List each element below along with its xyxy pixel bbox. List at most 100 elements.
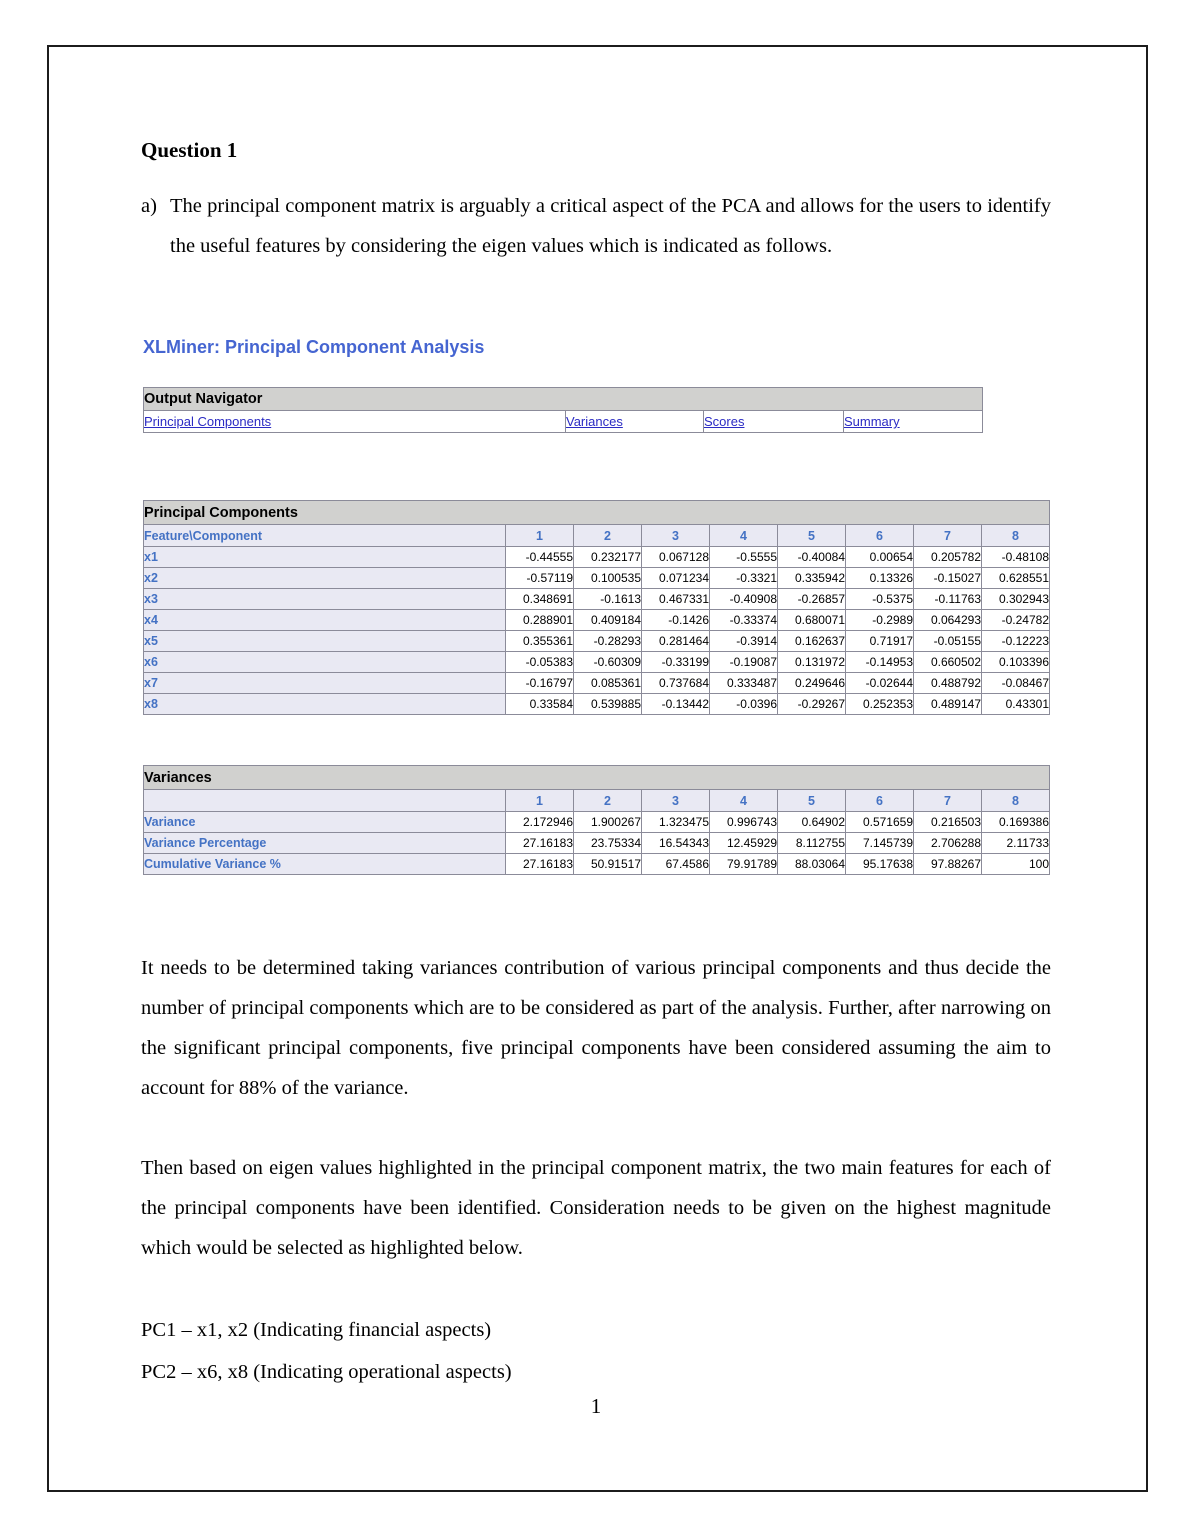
- value-cell: -0.28293: [573, 630, 642, 652]
- value-cell: 97.88267: [913, 853, 982, 875]
- value-cell: -0.05155: [913, 630, 982, 652]
- variances-link[interactable]: Variances: [566, 414, 623, 429]
- variances-table-body: Variance 2.172946 1.900267 1.323475 0.996743…: [143, 811, 1050, 875]
- table-row: x3 0.348691 -0.1613 0.467331 -0.40908 -0.2685…: [143, 588, 1050, 610]
- value-cell: 0.13326: [845, 567, 914, 589]
- column-header: 7: [913, 789, 982, 812]
- table-row: Cumulative Variance % 27.16183 50.91517 67.…: [143, 853, 1050, 875]
- table-row: x4 0.288901 0.409184 -0.1426 -0.33374 0.68007…: [143, 609, 1050, 631]
- table-row: x1 -0.44555 0.232177 0.067128 -0.5555 -0.4008…: [143, 546, 1050, 568]
- column-header: 5: [777, 789, 846, 812]
- value-cell: -0.08467: [981, 672, 1050, 694]
- principal-components-table: Principal Components Feature\Component 1…: [143, 500, 1050, 715]
- paragraph-eigen-discussion: Then based on eigen values highlighted i…: [141, 1157, 1051, 1259]
- summary-link[interactable]: Summary: [844, 414, 900, 429]
- value-cell: -0.5375: [845, 588, 914, 610]
- output-navigator-title: Output Navigator: [143, 387, 983, 411]
- row-label: Variance: [143, 811, 506, 833]
- nav-cell: Principal Components: [143, 410, 566, 433]
- value-cell: 1.323475: [641, 811, 710, 833]
- corner-label: [143, 789, 506, 812]
- value-cell: 0.249646: [777, 672, 846, 694]
- value-cell: -0.3914: [709, 630, 778, 652]
- value-cell: 2.706288: [913, 832, 982, 854]
- value-cell: 0.489147: [913, 693, 982, 715]
- column-header: 3: [641, 524, 710, 547]
- output-navigator-header-row: Output Navigator: [143, 387, 983, 411]
- column-header: 1: [505, 524, 574, 547]
- value-cell: 1.900267: [573, 811, 642, 833]
- pc-section-title: Principal Components: [143, 500, 1050, 525]
- section-header-row: Variances: [143, 765, 1050, 790]
- value-cell: -0.0396: [709, 693, 778, 715]
- value-cell: 0.64902: [777, 811, 846, 833]
- value-cell: -0.13442: [641, 693, 710, 715]
- value-cell: 0.355361: [505, 630, 574, 652]
- value-cell: 27.16183: [505, 832, 574, 854]
- page-number: 1: [590, 1394, 602, 1418]
- value-cell: 0.488792: [913, 672, 982, 694]
- value-cell: 67.4586: [641, 853, 710, 875]
- value-cell: 0.071234: [641, 567, 710, 589]
- paragraph-a-text: The principal component matrix is arguab…: [170, 195, 1051, 257]
- table-row: x8 0.33584 0.539885 -0.13442 -0.0396 -0.29267…: [143, 693, 1050, 715]
- value-cell: 27.16183: [505, 853, 574, 875]
- value-cell: -0.60309: [573, 651, 642, 673]
- pc2-conclusion: PC2 – x6, x8 (Indicating operational asp…: [141, 1361, 512, 1383]
- paragraph-a: a) The principal component matrix is arg…: [141, 186, 1051, 266]
- table-row: Variance Percentage 27.16183 23.75334 16.54…: [143, 832, 1050, 854]
- value-cell: 0.539885: [573, 693, 642, 715]
- column-header: 4: [709, 789, 778, 812]
- page-border: [47, 45, 1148, 1492]
- value-cell: -0.2989: [845, 609, 914, 631]
- column-header: 2: [573, 524, 642, 547]
- column-header: 6: [845, 524, 914, 547]
- value-cell: 0.333487: [709, 672, 778, 694]
- nav-cell: Scores: [703, 410, 844, 433]
- value-cell: 0.131972: [777, 651, 846, 673]
- row-label: x7: [143, 672, 506, 694]
- value-cell: 8.112755: [777, 832, 846, 854]
- variances-section-title: Variances: [143, 765, 1050, 790]
- value-cell: 12.45929: [709, 832, 778, 854]
- output-navigator-table: Output Navigator Principal Components Va…: [143, 387, 983, 433]
- table-row: x6 -0.05383 -0.60309 -0.33199 -0.19087 0.1319…: [143, 651, 1050, 673]
- value-cell: -0.33374: [709, 609, 778, 631]
- value-cell: 16.54343: [641, 832, 710, 854]
- value-cell: 0.281464: [641, 630, 710, 652]
- paragraph-variances-discussion: It needs to be determined taking varianc…: [141, 957, 1051, 1099]
- value-cell: -0.14953: [845, 651, 914, 673]
- value-cell: -0.5555: [709, 546, 778, 568]
- value-cell: 7.145739: [845, 832, 914, 854]
- scores-link[interactable]: Scores: [704, 414, 745, 429]
- principal-components-link[interactable]: Principal Components: [144, 414, 272, 429]
- value-cell: 0.162637: [777, 630, 846, 652]
- value-cell: 0.216503: [913, 811, 982, 833]
- value-cell: -0.44555: [505, 546, 574, 568]
- row-label: x3: [143, 588, 506, 610]
- value-cell: 0.571659: [845, 811, 914, 833]
- value-cell: 2.172946: [505, 811, 574, 833]
- value-cell: 0.00654: [845, 546, 914, 568]
- value-cell: 0.100535: [573, 567, 642, 589]
- question-heading: Question 1: [141, 138, 238, 162]
- row-label: Variance Percentage: [143, 832, 506, 854]
- table-row: x7 -0.16797 0.085361 0.737684 0.333487 0.2496…: [143, 672, 1050, 694]
- value-cell: 0.33584: [505, 693, 574, 715]
- value-cell: 0.067128: [641, 546, 710, 568]
- value-cell: 0.71917: [845, 630, 914, 652]
- value-cell: 2.11733: [981, 832, 1050, 854]
- column-header: 4: [709, 524, 778, 547]
- column-header: 8: [981, 524, 1050, 547]
- list-marker: a): [141, 195, 157, 217]
- column-header: 6: [845, 789, 914, 812]
- column-header: 7: [913, 524, 982, 547]
- pc-table-body: x1 -0.44555 0.232177 0.067128 -0.5555 -0.4008…: [143, 546, 1050, 715]
- value-cell: 0.43301: [981, 693, 1050, 715]
- value-cell: -0.02644: [845, 672, 914, 694]
- value-cell: -0.24782: [981, 609, 1050, 631]
- column-header: 8: [981, 789, 1050, 812]
- value-cell: 0.288901: [505, 609, 574, 631]
- value-cell: -0.57119: [505, 567, 574, 589]
